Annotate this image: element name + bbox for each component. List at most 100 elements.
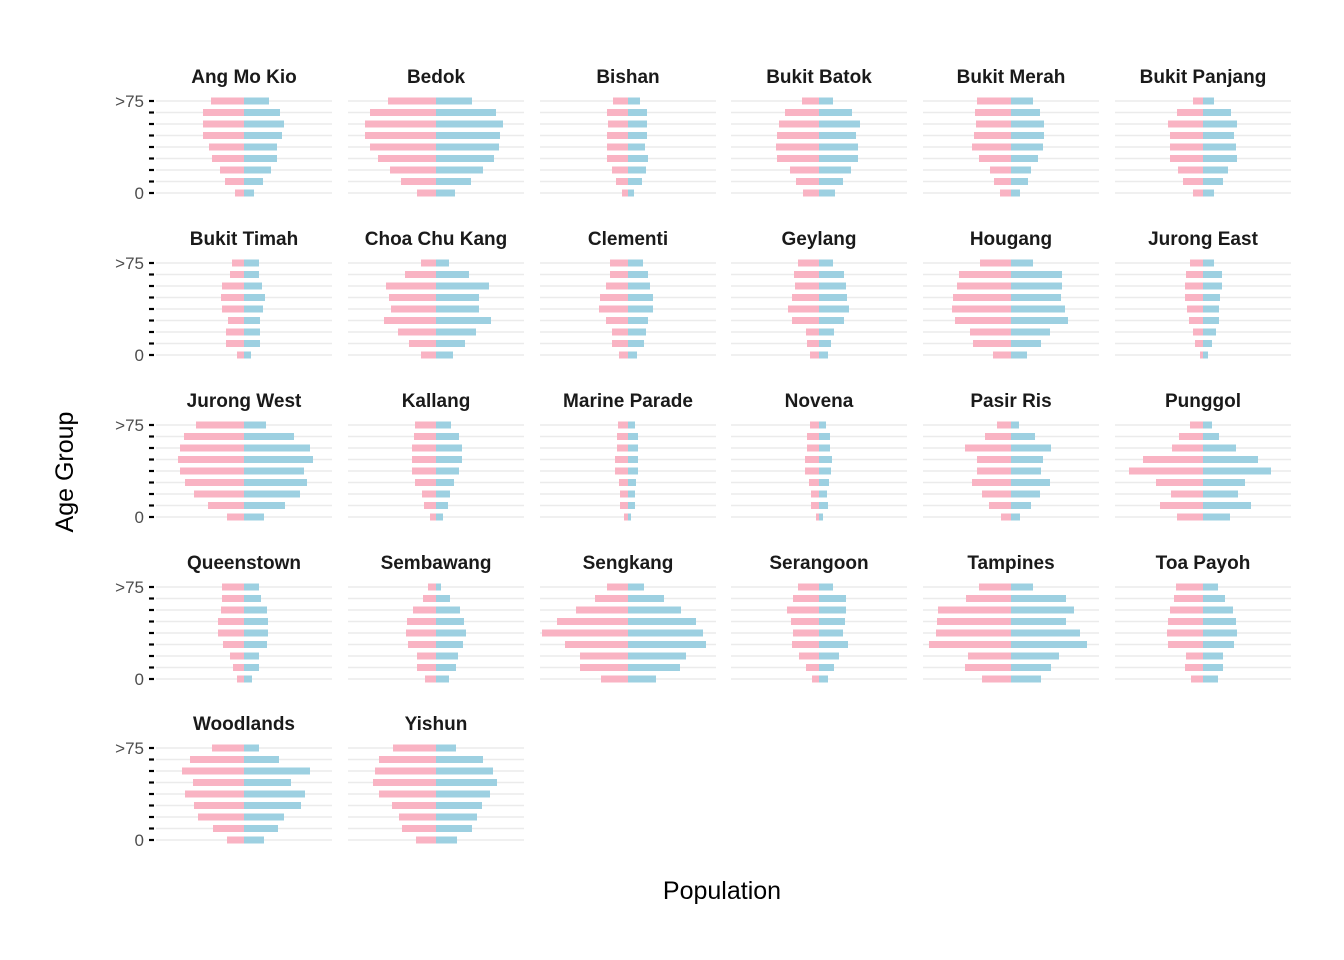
male-bar [436,317,491,324]
male-bar [819,664,834,671]
female-bar [1001,513,1011,521]
facet-panel: Bukit Batok [731,67,907,197]
male-bar [244,767,310,775]
female-bar [184,433,244,440]
panel-title: Bedok [407,67,466,88]
facet-panel: Jurong West >75 0 [115,391,332,527]
female-bar [203,132,244,139]
male-bar [1203,143,1236,151]
female-bar [222,583,244,591]
facet-panel: Woodlands >75 0 [115,714,332,850]
male-bar [1203,433,1219,440]
female-bar [607,132,628,139]
male-bar [628,109,647,116]
male-bar [1203,178,1223,185]
male-bar [628,641,706,648]
female-bar [610,259,628,267]
male-bar [628,328,646,336]
female-bar [1190,421,1203,429]
male-bar [1203,109,1231,116]
female-bar [415,421,436,429]
female-bar [601,675,628,683]
male-bar [1203,618,1236,625]
female-bar [425,675,436,683]
panel-title: Jurong East [1148,229,1258,250]
female-bar [1193,328,1203,336]
y-tick-label: >75 [115,578,144,597]
male-bar [436,351,453,359]
female-bar [365,120,436,128]
facet-panel: Sembawang [348,553,524,683]
male-bar [628,340,644,347]
female-bar [600,294,628,301]
panel-title: Queenstown [187,553,301,574]
panel-title: Clementi [588,229,668,250]
female-bar [417,652,436,660]
female-bar [237,675,244,683]
female-bar [792,294,819,301]
female-bar [979,155,1011,162]
female-bar [409,340,436,347]
female-bar [407,618,436,625]
female-bar [811,490,819,498]
facet-panel: Punggol [1115,391,1291,521]
male-bar [819,132,856,139]
male-bar [1203,189,1214,197]
facet-panel: Novena [731,391,907,521]
female-bar [226,328,244,336]
female-bar [615,467,628,475]
male-bar [1011,433,1035,440]
female-bar [370,143,436,151]
male-bar [244,513,264,521]
female-bar [402,825,436,832]
female-bar [952,305,1011,313]
male-bar [1011,282,1062,290]
facet-panel: Sengkang [540,553,716,683]
female-bar [982,490,1011,498]
facet-panel: Kallang [348,391,524,521]
female-bar [798,259,819,267]
male-bar [628,479,636,486]
female-bar [423,595,436,602]
female-bar [620,502,628,509]
facet-panel: Toa Payoh [1115,553,1291,683]
female-bar [807,340,819,347]
male-bar [1011,120,1044,128]
male-bar [1011,652,1059,660]
female-bar [965,664,1011,671]
female-bar [595,595,628,602]
female-bar [232,259,244,267]
male-bar [436,433,459,440]
female-bar [373,779,436,786]
female-bar [557,618,628,625]
female-bar [613,97,628,105]
male-bar [244,178,263,185]
facet-panel: Ang Mo Kio >75 0 [115,67,332,203]
female-bar [405,271,436,278]
male-bar [436,328,476,336]
male-bar [819,421,826,429]
panel-title: Serangoon [769,553,868,574]
panel-title: Bishan [596,67,659,88]
female-bar [194,490,244,498]
panel-title: Bukit Timah [190,229,298,250]
female-bar [193,779,244,786]
female-bar [196,421,244,429]
female-bar [777,132,819,139]
panel-title: Marine Parade [563,391,693,412]
facet-panel: Serangoon [731,553,907,683]
female-bar [985,433,1011,440]
female-bar [393,744,436,752]
female-bar [973,340,1011,347]
male-bar [244,444,310,452]
facet-panel: Marine Parade [540,391,716,521]
female-bar [974,132,1011,139]
female-bar [379,790,436,798]
panel-title: Woodlands [193,714,295,735]
female-bar [618,421,628,429]
female-bar [576,606,628,614]
male-bar [244,317,260,324]
female-bar [412,444,436,452]
female-bar [1129,467,1203,475]
male-bar [628,467,638,475]
